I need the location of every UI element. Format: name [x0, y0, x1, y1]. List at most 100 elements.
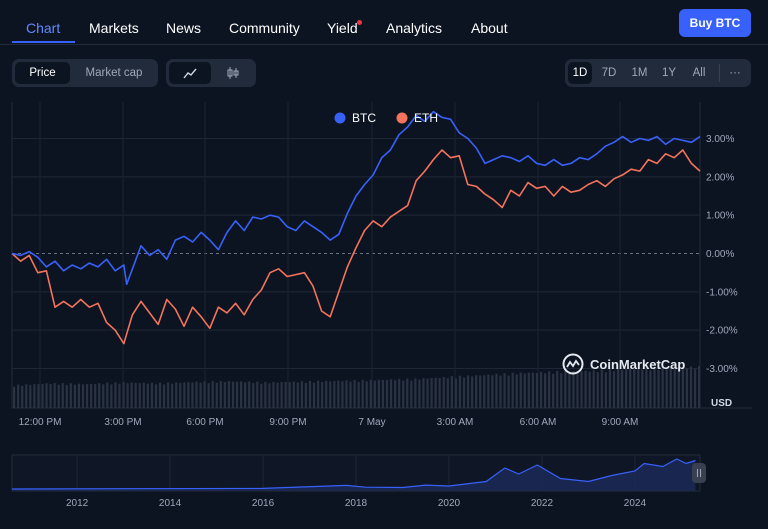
legend-label-btc: BTC — [352, 111, 376, 125]
volume-bar — [422, 378, 425, 408]
market-cap-button[interactable]: Market cap — [85, 67, 143, 79]
volume-bar — [329, 381, 332, 408]
volume-bar — [272, 381, 275, 408]
volume-bar — [454, 378, 458, 408]
volume-bar — [677, 367, 680, 408]
volume-bar — [321, 382, 324, 408]
volume-bar — [402, 380, 405, 408]
range-7d[interactable]: 7D — [601, 67, 617, 79]
volume-bar — [29, 384, 32, 408]
volume-bar — [252, 383, 255, 408]
candlestick-icon — [227, 67, 239, 79]
overview-x-tick-label: 2022 — [531, 498, 554, 509]
volume-bar — [345, 380, 348, 408]
volume-bar — [308, 380, 312, 408]
tab-news[interactable]: News — [166, 20, 202, 36]
range-1y[interactable]: 1Y — [661, 67, 677, 79]
volume-bar — [235, 381, 239, 408]
tab-analytics[interactable]: Analytics — [386, 20, 443, 36]
legend-label-eth: ETH — [414, 111, 438, 125]
volume-bar — [475, 375, 478, 408]
tab-community[interactable]: Community — [229, 20, 300, 36]
volume-bar — [491, 375, 494, 408]
range-1m[interactable]: 1M — [631, 67, 648, 79]
volume-bar — [523, 373, 526, 408]
volume-bar — [276, 382, 279, 408]
volume-bar — [162, 384, 166, 408]
btc-line — [11, 110, 701, 285]
volume-bar — [616, 368, 620, 408]
volume-bar — [649, 370, 652, 408]
metric-toggle: Price Market cap — [12, 59, 158, 87]
volume-bar — [633, 369, 636, 408]
volume-bar — [629, 368, 632, 408]
volume-bar — [179, 382, 182, 408]
volume-bar — [118, 383, 121, 408]
overview-x-tick-label: 2012 — [66, 498, 89, 509]
y-tick-label: -3.00% — [706, 364, 738, 375]
volume-bar — [227, 381, 231, 408]
chart-type-toggle — [166, 59, 256, 87]
volume-bar — [158, 382, 162, 408]
y-tick-label: 3.00% — [706, 134, 734, 145]
line-chart-button[interactable] — [169, 62, 211, 84]
line-chart-icon — [183, 68, 197, 79]
x-tick-label: 3:00 AM — [437, 417, 474, 428]
volume-bar — [426, 378, 429, 408]
tab-markets[interactable]: Markets — [89, 20, 139, 36]
volume-bar — [264, 381, 267, 408]
volume-bar — [337, 380, 340, 408]
volume-bar — [600, 369, 603, 408]
volume-bar — [584, 370, 587, 408]
volume-bar — [515, 374, 518, 408]
volume-bar — [167, 382, 170, 408]
volume-bar — [685, 368, 689, 408]
volume-bar — [13, 386, 16, 408]
volume-bar — [543, 373, 547, 408]
volume-bar — [130, 382, 133, 408]
overview-handle[interactable] — [692, 463, 706, 483]
volume-bar — [527, 372, 530, 408]
range-1d[interactable]: 1D — [568, 62, 592, 84]
volume-bar — [588, 371, 591, 408]
volume-bar — [487, 374, 490, 408]
more-options-button[interactable]: ··· — [729, 67, 741, 79]
volume-bar — [288, 382, 291, 408]
volume-bar — [21, 385, 24, 408]
volume-bar — [673, 368, 676, 408]
volume-bar — [519, 372, 522, 408]
volume-bar — [171, 383, 174, 408]
buy-button[interactable]: Buy BTC — [679, 9, 751, 37]
price-button[interactable]: Price — [15, 62, 70, 84]
volume-bar — [564, 370, 567, 408]
watermark-text: CoinMarketCap — [590, 356, 686, 372]
volume-bar — [446, 378, 449, 408]
volume-bar — [53, 382, 56, 408]
volume-bar — [333, 381, 336, 408]
x-tick-label: 6:00 PM — [186, 417, 223, 428]
tab-about[interactable]: About — [471, 20, 508, 36]
tab-yield[interactable]: Yield — [327, 20, 358, 36]
volume-bar — [284, 382, 287, 408]
volume-bar — [211, 381, 214, 408]
y-tick-label: 1.00% — [706, 211, 734, 222]
volume-bar — [389, 379, 393, 408]
volume-bar — [596, 372, 599, 408]
range-all[interactable]: All — [692, 67, 706, 79]
volume-bar — [381, 379, 385, 408]
volume-bar — [61, 383, 64, 408]
volume-bar — [507, 375, 510, 408]
volume-bar — [312, 382, 316, 408]
x-tick-label: 9:00 AM — [602, 417, 639, 428]
volume-bar — [693, 368, 697, 408]
volume-bar — [296, 382, 299, 408]
volume-bar — [248, 381, 251, 408]
legend-marker-btc — [334, 112, 346, 124]
volume-bar — [466, 375, 470, 408]
volume-bar — [539, 371, 543, 408]
tab-chart[interactable]: Chart — [26, 20, 61, 36]
candlestick-button[interactable] — [213, 62, 253, 84]
volume-bar — [458, 375, 462, 408]
volume-bar — [641, 369, 644, 408]
volume-bar — [612, 371, 616, 408]
